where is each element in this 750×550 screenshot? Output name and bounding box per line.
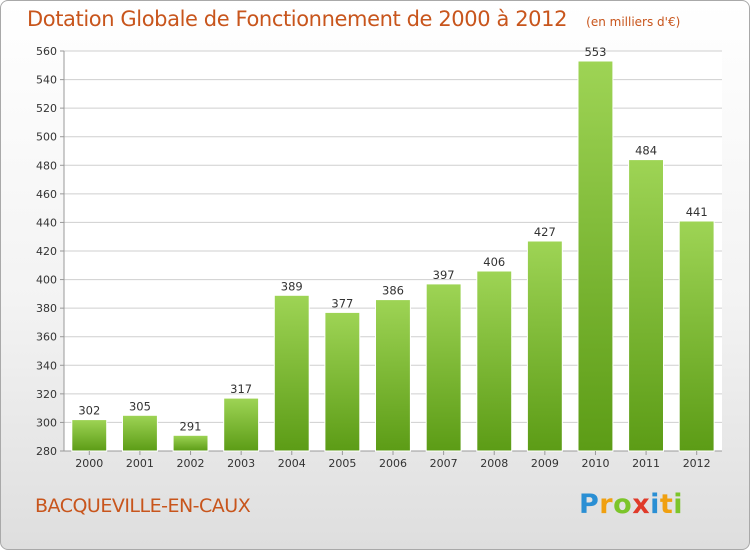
y-tick-label: 520: [36, 102, 57, 115]
y-tick-label: 280: [36, 445, 57, 458]
x-tick-label: 2010: [581, 457, 609, 470]
bar-value-label: 397: [433, 268, 455, 282]
y-tick-label: 380: [36, 302, 57, 315]
x-tick-label: 2003: [227, 457, 255, 470]
y-tick-label: 440: [36, 216, 57, 229]
bar: [223, 397, 260, 452]
bar: [375, 299, 411, 452]
x-tick-label: 2001: [126, 457, 154, 470]
bar: [71, 419, 108, 452]
x-tick-label: 2012: [683, 457, 711, 470]
bar-value-label: 406: [483, 255, 505, 269]
bar: [526, 240, 563, 452]
y-tick-label: 560: [36, 45, 57, 58]
bar-value-label: 427: [534, 225, 556, 239]
logo-letter: i: [673, 489, 684, 520]
y-tick-label: 320: [36, 388, 57, 401]
bar-value-label: 553: [584, 45, 606, 59]
bar-value-label: 484: [635, 144, 657, 158]
y-tick-label: 460: [36, 188, 57, 201]
proxiti-logo: Proxiti: [579, 489, 683, 520]
bar: [628, 159, 664, 452]
logo-letter: P: [579, 489, 600, 520]
bar: [476, 270, 513, 452]
x-tick-label: 2011: [632, 457, 660, 470]
y-tick-label: 400: [36, 274, 57, 287]
y-tick-label: 340: [36, 359, 57, 372]
y-tick-label: 420: [36, 245, 57, 258]
chart-title-unit: (en milliers d'€): [586, 15, 681, 29]
bar-value-label: 291: [180, 419, 202, 433]
x-tick-label: 2009: [531, 457, 559, 470]
bar: [577, 60, 614, 452]
x-tick-label: 2002: [177, 457, 205, 470]
x-tick-label: 2008: [480, 457, 508, 470]
chart-title: Dotation Globale de Fonctionnement de 20…: [27, 7, 680, 31]
logo-letter: t: [659, 489, 674, 520]
y-tick-label: 540: [36, 74, 57, 87]
x-tick-label: 2004: [278, 457, 306, 470]
bar: [425, 283, 462, 452]
bar: [678, 220, 715, 452]
x-tick-label: 2006: [379, 457, 407, 470]
y-tick-label: 480: [36, 159, 57, 172]
bar-value-label: 302: [78, 404, 100, 418]
commune-name: BACQUEVILLE-EN-CAUX: [35, 495, 251, 517]
logo-letter: i: [650, 489, 660, 520]
bar: [172, 434, 209, 452]
bar: [273, 294, 310, 452]
x-tick-label: 2005: [328, 457, 356, 470]
y-tick-label: 500: [36, 131, 57, 144]
chart-title-main: Dotation Globale de Fonctionnement de 20…: [27, 7, 568, 31]
bar-value-label: 305: [129, 399, 151, 413]
bar: [122, 414, 158, 452]
bar-value-label: 441: [686, 205, 708, 219]
bar: [324, 311, 361, 452]
bar-value-label: 386: [382, 284, 404, 298]
y-tick-label: 360: [36, 331, 57, 344]
logo-letter: x: [632, 489, 651, 520]
bar-value-label: 389: [281, 279, 303, 293]
bar-value-label: 317: [230, 382, 252, 396]
bar-value-label: 377: [331, 296, 353, 310]
x-tick-label: 2007: [430, 457, 458, 470]
logo-letter: o: [613, 489, 633, 520]
x-tick-label: 2000: [75, 457, 103, 470]
y-tick-label: 300: [36, 416, 57, 429]
logo-letter: r: [599, 489, 614, 520]
